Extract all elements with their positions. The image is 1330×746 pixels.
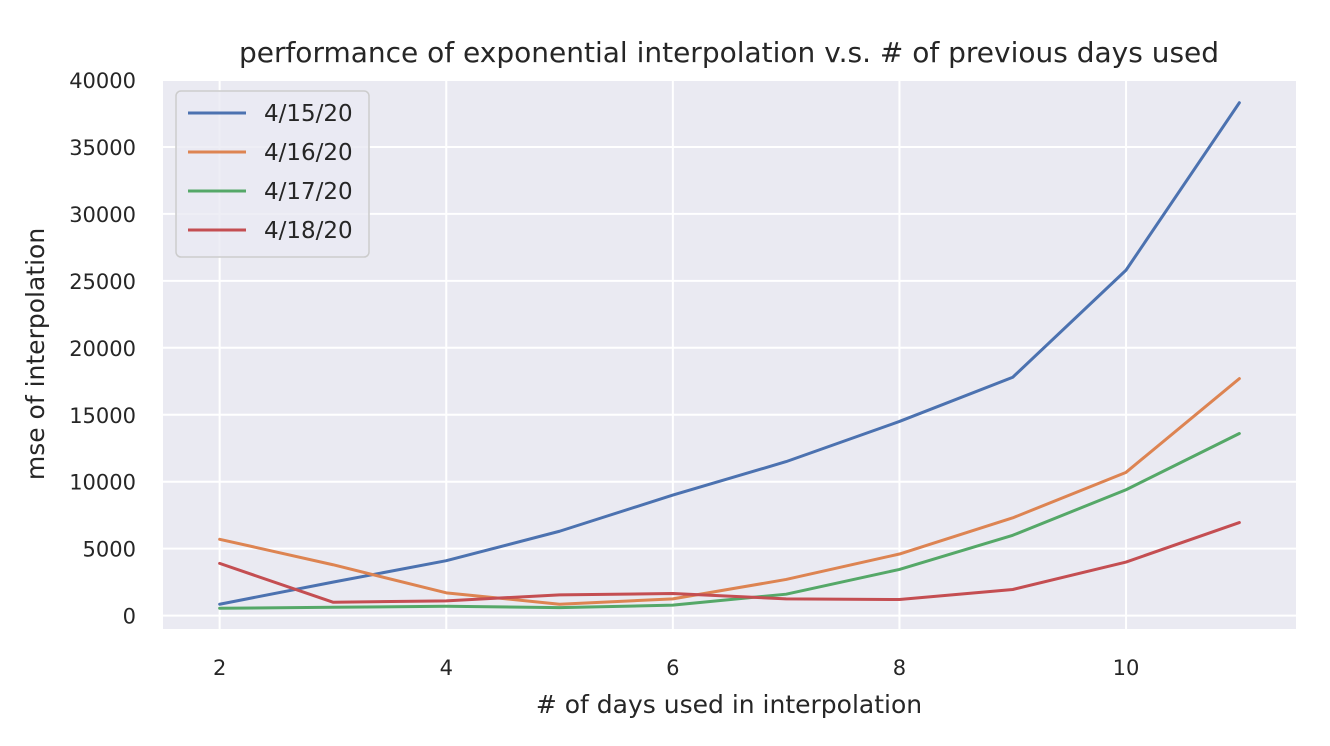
- series-line-3: [218, 432, 1241, 610]
- legend-label: 4/18/20: [264, 218, 353, 244]
- y-tick-label: 0: [123, 605, 136, 629]
- series-line-4: [218, 521, 1241, 604]
- chart-title: performance of exponential interpolation…: [239, 36, 1219, 69]
- y-tick-label: 40000: [69, 69, 136, 93]
- x-tick-label: 4: [440, 656, 453, 680]
- legend: 4/15/20 4/16/20 4/17/20 4/18/20: [175, 90, 370, 258]
- legend-label: 4/15/20: [264, 101, 353, 127]
- x-tick-label: 10: [1113, 656, 1140, 680]
- y-tick-labels: 0 5000 10000 15000 20000 25000 30000 35000 40000: [69, 69, 136, 629]
- x-tick-labels: 2 4 6 8 10: [213, 656, 1139, 680]
- legend-label: 4/17/20: [264, 179, 353, 205]
- y-axis-label: mse of interpolation: [21, 228, 50, 480]
- y-tick-label: 10000: [69, 471, 136, 495]
- series-line-2: [218, 377, 1241, 606]
- x-tick-label: 8: [893, 656, 906, 680]
- legend-label: 4/16/20: [264, 140, 353, 166]
- y-tick-label: 5000: [83, 538, 136, 562]
- y-tick-label: 30000: [69, 203, 136, 227]
- legend-box: [175, 90, 370, 258]
- x-tick-label: 2: [213, 656, 226, 680]
- grid-lines: [163, 79, 1296, 629]
- x-axis-label: # of days used in interpolation: [536, 690, 922, 719]
- y-tick-label: 35000: [69, 136, 136, 160]
- y-tick-label: 15000: [69, 404, 136, 428]
- series-line-1: [218, 101, 1241, 606]
- y-tick-label: 25000: [69, 270, 136, 294]
- series-lines: [218, 101, 1241, 610]
- x-tick-label: 6: [666, 656, 679, 680]
- y-tick-label: 20000: [69, 337, 136, 361]
